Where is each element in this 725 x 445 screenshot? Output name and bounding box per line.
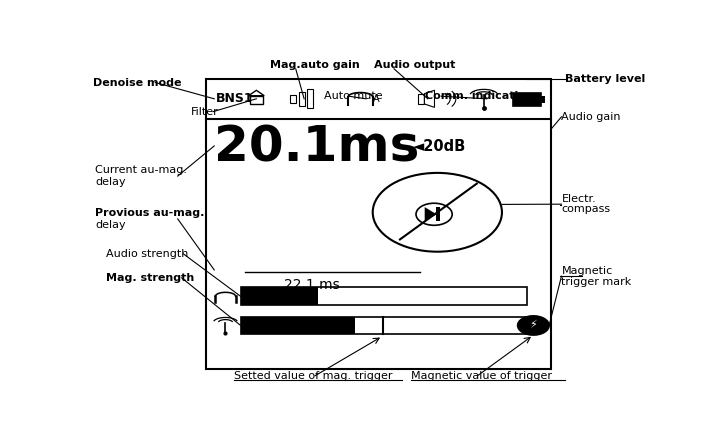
Text: Comm. indication: Comm. indication: [425, 91, 534, 101]
Text: Current au-mag.: Current au-mag.: [95, 165, 187, 175]
Bar: [290, 94, 297, 103]
Text: Magnetic value of trigger: Magnetic value of trigger: [411, 371, 552, 381]
Bar: [241, 287, 318, 305]
Text: 20.1ms: 20.1ms: [214, 124, 420, 172]
Text: Audio strength: Audio strength: [107, 249, 188, 259]
Text: 22.1 ms: 22.1 ms: [284, 279, 340, 292]
Text: ◄20dB: ◄20dB: [413, 139, 466, 154]
Bar: [241, 316, 355, 334]
Text: delay: delay: [95, 177, 125, 187]
Text: Mag.auto gain: Mag.auto gain: [270, 61, 360, 70]
Text: Audio gain: Audio gain: [561, 112, 621, 122]
Text: Magnetic: Magnetic: [561, 266, 613, 276]
Polygon shape: [425, 207, 436, 222]
Text: BNS1: BNS1: [216, 92, 254, 105]
Text: A: A: [373, 94, 379, 104]
Text: Denoise mode: Denoise mode: [94, 77, 182, 88]
Text: Electr.: Electr.: [561, 194, 596, 204]
Circle shape: [518, 316, 549, 335]
Text: Filter: Filter: [191, 107, 218, 117]
Bar: [250, 96, 262, 104]
Bar: [206, 79, 551, 368]
Bar: [241, 287, 528, 305]
Text: Auto mute: Auto mute: [324, 91, 382, 101]
Polygon shape: [424, 90, 434, 107]
Text: ⚡: ⚡: [529, 320, 537, 331]
Bar: [418, 93, 424, 104]
Text: Mag. strength: Mag. strength: [107, 273, 194, 283]
Text: Provious au-mag.: Provious au-mag.: [95, 208, 204, 218]
Bar: [307, 89, 313, 108]
Text: Battery level: Battery level: [566, 74, 646, 84]
Text: compass: compass: [561, 204, 610, 214]
Circle shape: [373, 173, 502, 252]
Bar: [542, 97, 544, 102]
Circle shape: [416, 203, 452, 225]
Text: trigger mark: trigger mark: [561, 277, 631, 287]
Bar: [299, 92, 304, 105]
Text: delay: delay: [95, 220, 125, 230]
Text: Audio output: Audio output: [374, 61, 456, 70]
Text: Setted value of mag. trigger: Setted value of mag. trigger: [234, 371, 392, 381]
Polygon shape: [249, 90, 264, 96]
Bar: [241, 316, 528, 334]
Bar: [513, 93, 542, 106]
Bar: [436, 207, 440, 222]
